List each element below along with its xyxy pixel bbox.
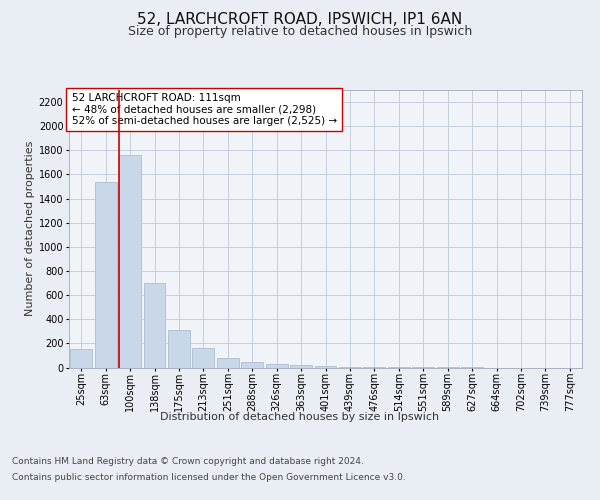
- Bar: [314, 366, 337, 368]
- Text: Size of property relative to detached houses in Ipswich: Size of property relative to detached ho…: [128, 25, 472, 38]
- Bar: [70, 350, 92, 368]
- Bar: [95, 182, 116, 368]
- Bar: [217, 358, 239, 368]
- Bar: [290, 365, 312, 368]
- Text: Contains HM Land Registry data © Crown copyright and database right 2024.: Contains HM Land Registry data © Crown c…: [12, 458, 364, 466]
- Bar: [339, 367, 361, 368]
- Bar: [168, 330, 190, 368]
- Text: Contains public sector information licensed under the Open Government Licence v3: Contains public sector information licen…: [12, 472, 406, 482]
- Bar: [266, 364, 287, 368]
- Bar: [241, 362, 263, 368]
- Bar: [193, 348, 214, 368]
- Text: Distribution of detached houses by size in Ipswich: Distribution of detached houses by size …: [160, 412, 440, 422]
- Text: 52 LARCHCROFT ROAD: 111sqm
← 48% of detached houses are smaller (2,298)
52% of s: 52 LARCHCROFT ROAD: 111sqm ← 48% of deta…: [71, 93, 337, 126]
- Bar: [143, 283, 166, 368]
- Bar: [119, 155, 141, 368]
- Y-axis label: Number of detached properties: Number of detached properties: [25, 141, 35, 316]
- Text: 52, LARCHCROFT ROAD, IPSWICH, IP1 6AN: 52, LARCHCROFT ROAD, IPSWICH, IP1 6AN: [137, 12, 463, 28]
